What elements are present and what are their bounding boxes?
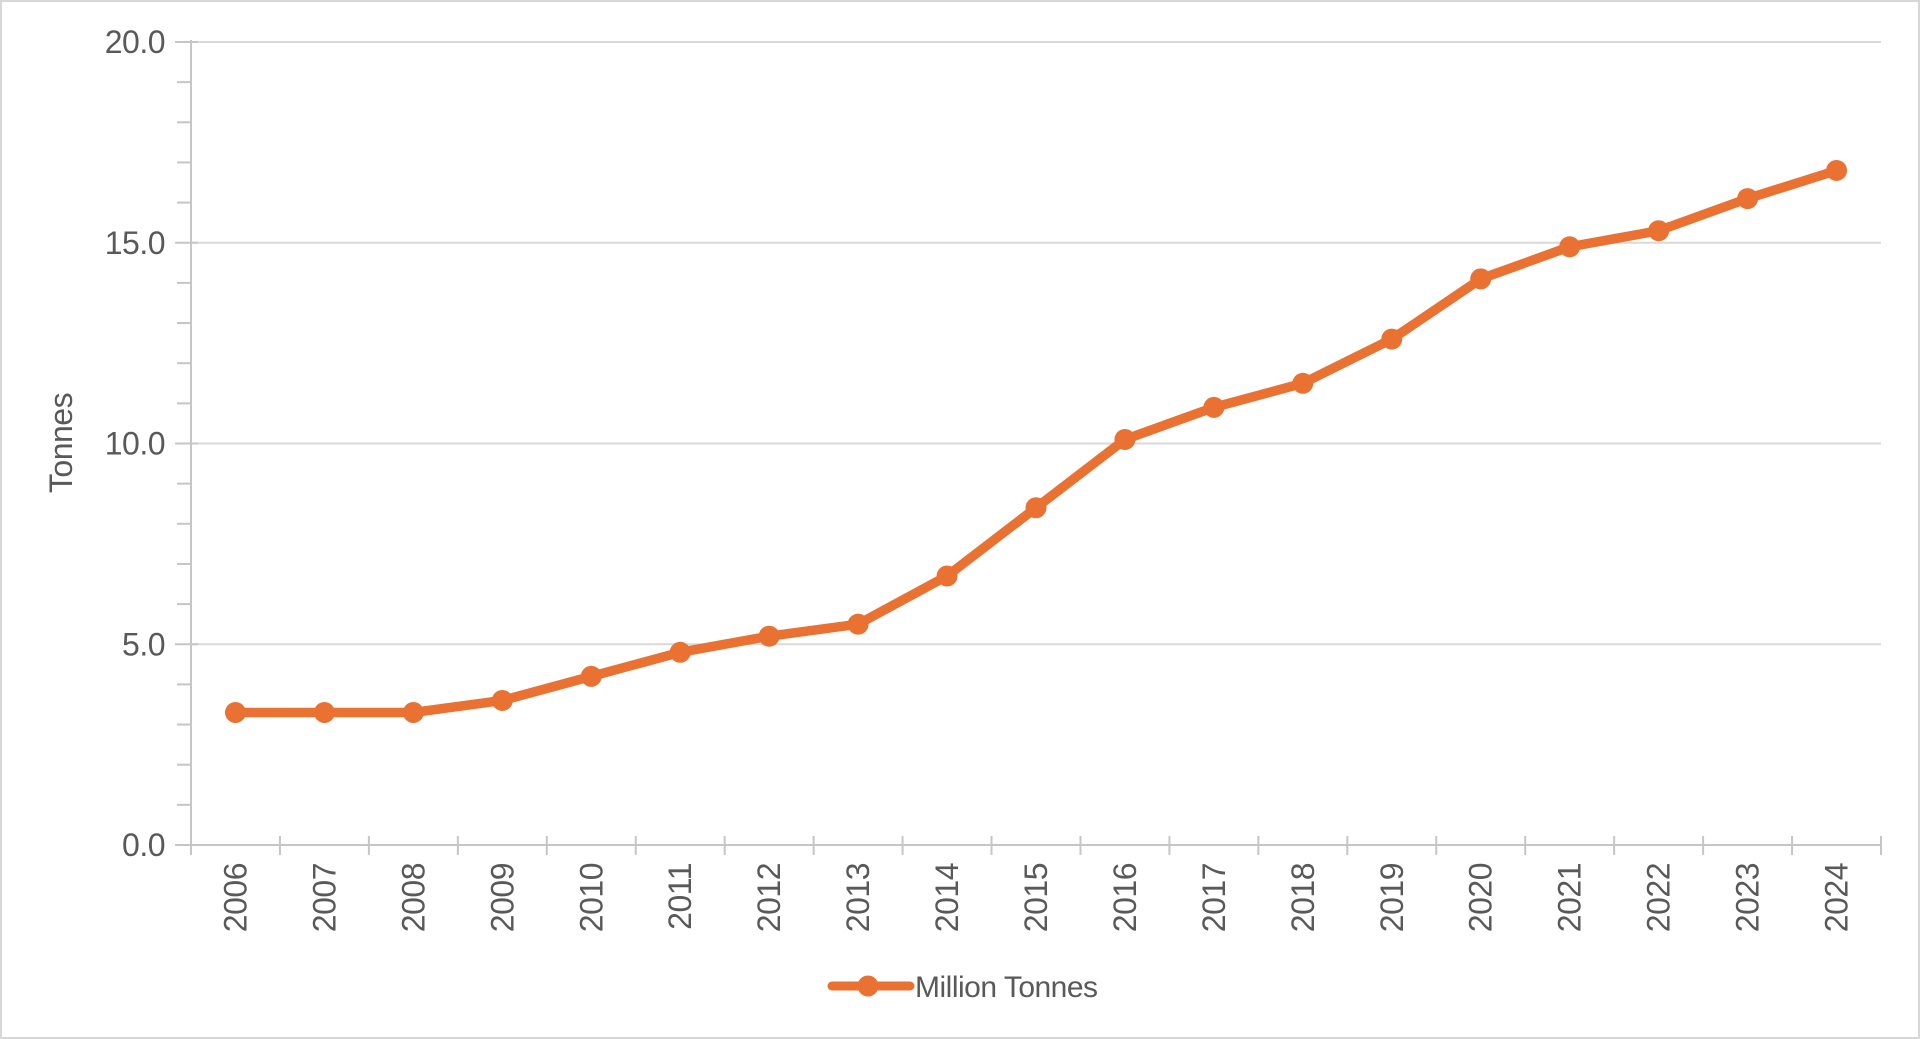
data-point-marker — [224, 702, 246, 724]
x-tick-label: 2017 — [1196, 863, 1232, 932]
y-tick-label-group: 0.0 5.0 10.0 15.0 20.0 — [105, 24, 166, 863]
y-tick-label: 15.0 — [105, 225, 165, 261]
gridline-group — [191, 41, 1881, 646]
data-point-marker — [1470, 268, 1492, 290]
series-line — [230, 165, 1842, 718]
data-point-marker — [1025, 497, 1047, 519]
x-tick-label: 2020 — [1463, 863, 1499, 932]
x-tick-label: 2014 — [929, 863, 965, 932]
x-tick-label: 2013 — [840, 863, 876, 932]
x-tick-label: 2023 — [1730, 863, 1766, 932]
y-tick-label: 5.0 — [122, 626, 165, 662]
x-tick-label: 2015 — [1018, 863, 1054, 932]
x-tick-label-group: 2006 2007 2008 2009 2010 2011 2012 2013 2014 2015… — [217, 863, 1854, 932]
data-point-marker — [1292, 372, 1314, 394]
x-tick-label: 2009 — [484, 863, 520, 932]
data-point-marker — [491, 689, 513, 711]
data-point-marker — [1114, 428, 1136, 450]
legend: Million Tonnes — [827, 971, 1098, 1004]
y-tick-label: 10.0 — [105, 426, 165, 462]
series-group — [224, 159, 1848, 724]
data-point-marker — [1648, 220, 1670, 242]
data-point-marker — [758, 625, 780, 647]
data-point-marker — [669, 641, 691, 663]
data-point-marker — [847, 613, 869, 635]
data-point-marker — [1826, 159, 1848, 181]
x-tick-label: 2019 — [1374, 863, 1410, 932]
x-tick-label: 2007 — [306, 863, 342, 932]
x-tick-label: 2008 — [395, 863, 431, 932]
x-tick-label: 2018 — [1285, 863, 1321, 932]
x-tick-label: 2011 — [662, 863, 698, 930]
data-point-marker — [1203, 396, 1225, 418]
tick-group — [175, 41, 1882, 855]
data-point-marker — [1737, 188, 1759, 210]
x-tick-label: 2024 — [1819, 863, 1855, 932]
x-tick-label: 2021 — [1552, 863, 1588, 932]
y-axis-title: Tonnes — [43, 393, 79, 493]
legend-label: Million Tonnes — [915, 971, 1098, 1004]
data-point-marker — [313, 702, 335, 724]
data-point-marker — [580, 665, 602, 687]
y-tick-label: 20.0 — [105, 24, 165, 60]
x-tick-label: 2022 — [1641, 863, 1677, 932]
data-point-marker — [1559, 236, 1581, 258]
x-tick-label: 2006 — [217, 863, 253, 932]
x-tick-label: 2016 — [1107, 863, 1143, 932]
y-tick-label: 0.0 — [122, 827, 165, 863]
x-tick-label: 2010 — [573, 863, 609, 932]
data-point-marker — [936, 565, 958, 587]
x-tick-label: 2012 — [751, 863, 787, 932]
data-point-marker — [402, 702, 424, 724]
data-point-marker — [1381, 328, 1403, 350]
legend-marker-icon — [857, 975, 879, 997]
